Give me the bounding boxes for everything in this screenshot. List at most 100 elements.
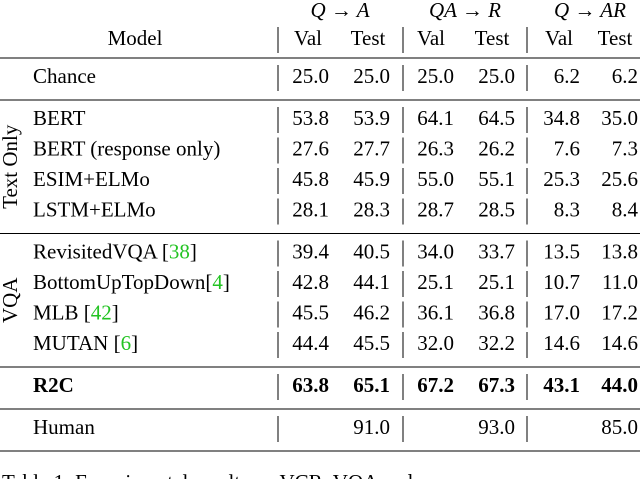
model-text: BERT [33,106,86,130]
cell-value: 67.3 [478,373,515,397]
cell-value: 34.0 [417,239,454,263]
cell-value: 25.0 [417,64,454,88]
column-header: Val [545,26,573,50]
cell-value: 26.2 [478,136,515,160]
cell-value: 8.3 [554,197,580,221]
cell-value: 25.0 [292,64,329,88]
cell-value: 91.0 [353,415,390,439]
citation: 42 [91,300,112,324]
citation: 6 [121,331,132,355]
model-text: R2C [33,373,74,397]
cell-value: 26.3 [417,136,454,160]
cell-value: 11.0 [602,270,638,294]
column-header: Test [351,26,386,50]
citation: 4 [212,270,223,294]
cell-value: 46.2 [353,300,390,324]
cell-value: 13.5 [543,239,580,263]
cell-value: 40.5 [353,239,390,263]
column-header: Val [294,26,322,50]
column-header: Test [598,26,633,50]
model-text: MLB [ [33,300,91,324]
cell-value: 55.1 [478,167,515,191]
cell-value: 7.3 [612,136,638,160]
cell-value: 67.2 [417,373,454,397]
cell-value: 27.6 [292,136,329,160]
cell-value: 35.0 [601,106,638,130]
column-header: Val [417,26,445,50]
model-text: BottomUpTopDown[ [33,270,212,294]
model-name: R2C [33,373,74,397]
model-text: ] [190,239,197,263]
cell-value: 25.3 [543,167,580,191]
cell-value: 65.1 [353,373,390,397]
group-header: Q → AR [554,0,626,22]
cell-value: 14.6 [601,331,638,355]
cell-value: 85.0 [601,415,638,439]
cell-value: 14.6 [543,331,580,355]
model-text: ESIM+ELMo [33,167,150,191]
model-header: Model [108,26,163,50]
model-name: ESIM+ELMo [33,167,150,191]
cell-value: 63.8 [292,373,329,397]
model-text: Chance [33,64,96,88]
cell-value: 25.1 [417,270,454,294]
cell-value: 13.8 [601,239,638,263]
cell-value: 28.7 [417,197,454,221]
caption: Table 1: Experimental results on VCR. VQ… [2,470,413,479]
cell-value: 25.0 [353,64,390,88]
model-text: LSTM+ELMo [33,197,156,221]
cell-value: 53.8 [292,106,329,130]
model-text: ] [223,270,230,294]
cell-value: 28.1 [292,197,329,221]
model-name: Human [33,415,95,439]
cell-value: 45.8 [292,167,329,191]
cell-value: 6.2 [612,64,638,88]
cell-value: 25.6 [601,167,638,191]
cell-value: 7.6 [554,136,580,160]
cell-value: 45.5 [292,300,329,324]
cell-value: 36.1 [417,300,454,324]
cell-value: 39.4 [292,239,329,263]
group-header: QA → R [429,0,501,22]
cell-value: 33.7 [478,239,515,263]
model-text: ] [131,331,138,355]
cell-value: 27.7 [353,136,390,160]
cell-value: 17.2 [601,300,638,324]
cell-value: 53.9 [353,106,390,130]
cell-value: 28.5 [478,197,515,221]
model-text: RevisitedVQA [ [33,239,169,263]
cell-value: 93.0 [478,415,515,439]
cell-value: 10.7 [543,270,580,294]
cell-value: 45.9 [353,167,390,191]
section-label: Text Only [0,124,22,209]
cell-value: 44.0 [601,373,638,397]
model-name: BERT (response only) [33,136,220,160]
cell-value: 25.1 [478,270,515,294]
model-name: BottomUpTopDown[4] [33,270,230,294]
citation: 38 [169,239,190,263]
model-name: Chance [33,64,96,88]
cell-value: 34.8 [543,106,580,130]
cell-value: 32.2 [478,331,515,355]
cell-value: 55.0 [417,167,454,191]
cell-value: 64.1 [417,106,454,130]
cell-value: 42.8 [292,270,329,294]
group-header: Q → A [310,0,369,22]
cell-value: 36.8 [478,300,515,324]
model-name: MUTAN [6] [33,331,138,355]
model-name: LSTM+ELMo [33,197,156,221]
model-text: ] [112,300,119,324]
cell-value: 44.1 [353,270,390,294]
model-text: Human [33,415,95,439]
cell-value: 45.5 [353,331,390,355]
model-name: BERT [33,106,86,130]
cell-value: 25.0 [478,64,515,88]
section-label: VQA [0,277,22,323]
cell-value: 43.1 [543,373,580,397]
cell-value: 6.2 [554,64,580,88]
model-text: BERT (response only) [33,136,220,160]
model-text: MUTAN [ [33,331,121,355]
